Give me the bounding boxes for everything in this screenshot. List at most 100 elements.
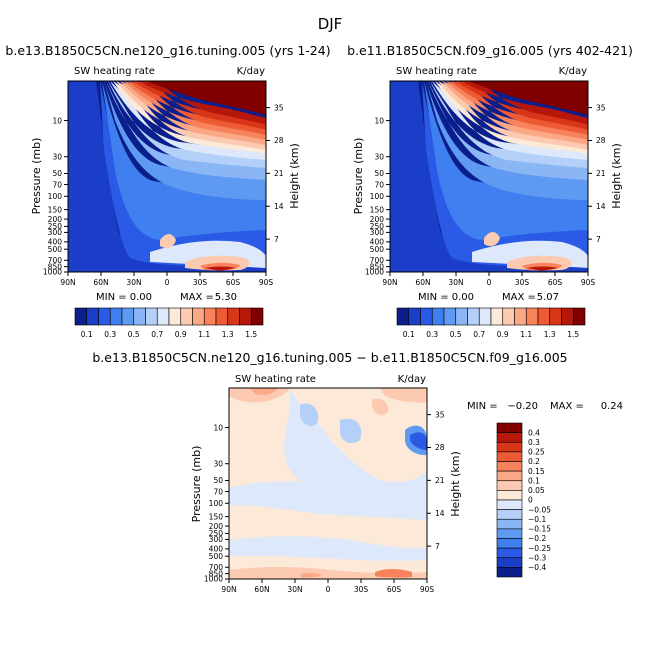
x-tick-labels: 90N 60N 30N 0 30S 60S 90S [60,272,273,287]
colorbar-swatch [496,557,523,568]
y2-axis-label: Height (km) [610,143,623,209]
y2-tick-label: 21 [274,169,284,178]
y-tick-label: 700 [370,256,385,265]
colorbar-swatch [496,432,523,443]
y-tick-label: 850 [209,569,224,578]
colorbar-swatch [156,307,170,326]
y-axis-label: Pressure (mb) [190,446,203,523]
y-tick-label: 200 [370,215,385,224]
y-tick-label: 50 [213,476,223,485]
colorbar-label: 0.2 [528,457,540,466]
variable-label: SW heating rate [74,66,155,77]
difference-title: b.e13.B1850C5CN.ne120_g16.tuning.005 − b… [92,350,567,365]
colorbar-label: 0.3 [528,438,540,447]
colorbar-swatch [203,307,217,326]
units-label: K/day [237,66,265,77]
min-label: MIN = [467,401,498,412]
x-tick-label: 60N [254,585,269,594]
y-tick-label: 50 [52,169,62,178]
y-tick-label: 70 [52,180,62,189]
min-value: 0.00 [130,292,152,303]
x-tick-label: 90N [60,278,75,287]
y-tick-label: 1000 [43,268,62,277]
contour-field [68,81,266,272]
variable-label: SW heating rate [396,66,477,77]
x-tick-label: 90S [259,278,274,287]
panel-title: b.e13.B1850C5CN.ne120_g16.tuning.005 (yr… [5,43,330,58]
units-label: K/day [398,374,426,385]
colorbar-label: 1.5 [567,330,579,339]
colorbar-swatch [145,307,158,326]
y-tick-label: 300 [209,535,224,544]
y-tick-label: 850 [370,262,385,271]
colorbar-label: −0.25 [528,544,551,553]
y2-tick-label: 7 [435,542,440,551]
x-tick-label: 60S [387,585,402,594]
colorbar-swatch [133,307,146,326]
colorbar-swatch [496,451,523,462]
y2-tick-label: 14 [274,202,284,211]
y-tick-label: 150 [209,512,224,521]
y-tick-label: 300 [370,228,385,237]
y-tick-label: 500 [370,245,385,254]
colorbar-swatch [496,470,523,482]
colorbar-swatch [537,307,551,326]
colorbar-label: 0.3 [426,330,438,339]
contour-field [390,81,588,272]
y2-tick-label: 28 [596,136,606,145]
colorbar-swatch [74,307,88,326]
colorbar-swatch [86,307,99,326]
panel-difference: b.e13.B1850C5CN.ne120_g16.tuning.005 − b… [92,350,623,594]
colorbar-label: −0.4 [528,563,546,572]
colorbar-swatch [496,509,523,520]
x-tick-label: 0 [326,585,331,594]
y-tick-label: 10 [213,423,223,432]
colorbar-label: 0.5 [128,330,140,339]
y-tick-label: 300 [48,228,63,237]
min-value: −0.20 [507,401,538,412]
y-tick-label: 200 [209,522,224,531]
x-tick-labels: 90N 60N 30N 0 30S 60S 90S [221,579,434,594]
max-label: MAX = [180,292,214,303]
x-tick-label: 30N [448,278,463,287]
y-tick-label: 30 [52,152,62,161]
colorbar-label: 1.1 [198,330,210,339]
x-tick-label: 30S [354,585,369,594]
y2-tick-label: 14 [435,509,445,518]
colorbar-swatch [250,307,264,326]
y-tick-label: 400 [209,545,224,554]
y-tick-label: 850 [48,262,63,271]
x-tick-label: 60S [548,278,563,287]
colorbar-label: 0.5 [450,330,462,339]
colorbar-label: 0.9 [175,330,187,339]
colorbar-swatch [239,307,252,326]
contour-field [229,388,427,579]
max-value: 0.24 [601,401,623,412]
min-value: 0.00 [452,292,474,303]
y2-tick-labels: 35 28 21 14 7 [588,103,606,244]
colorbar-swatch [502,307,515,326]
y-tick-label: 500 [48,245,63,254]
y2-tick-label: 7 [274,235,279,244]
y-tick-label: 250 [370,222,385,231]
colorbar-label: 1.3 [222,330,234,339]
panel-model-f09: b.e11.B1850C5CN.f09_g16.005 (yrs 402-421… [347,43,633,339]
y-axis-label: Pressure (mb) [30,138,43,215]
colorbar-label: 0.3 [104,330,116,339]
y-tick-label: 500 [209,552,224,561]
colorbar-swatch [561,307,574,326]
colorbar-label: 0.4 [528,428,540,437]
colorbar-swatch [525,307,539,326]
colorbar-swatch [396,307,410,326]
variable-label: SW heating rate [235,374,316,385]
colorbar-label: 0.15 [528,467,545,476]
colorbar-label: 0.1 [403,330,415,339]
colorbar-swatch [496,441,523,453]
y-tick-label: 30 [374,152,384,161]
colorbar-swatch [496,499,523,510]
y2-tick-labels: 35 28 21 14 7 [427,410,445,551]
y-tick-label: 150 [48,205,63,214]
